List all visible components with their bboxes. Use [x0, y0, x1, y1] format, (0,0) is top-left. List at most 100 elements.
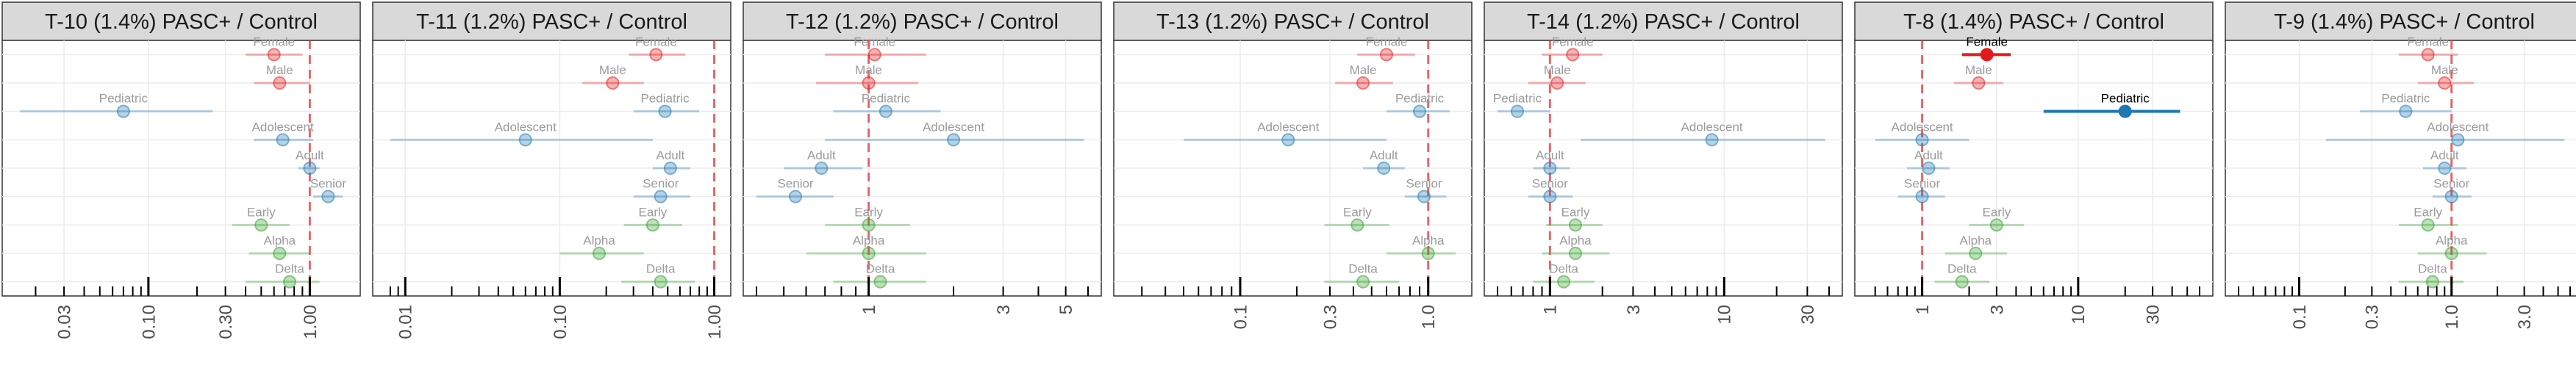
point-label-adolescent: Adolescent: [1681, 120, 1743, 134]
point-label-senior: Senior: [310, 177, 346, 191]
point-male: [606, 76, 620, 90]
point-senior: [654, 189, 668, 203]
point-label-senior: Senior: [1406, 177, 1442, 191]
point-pediatric: [879, 104, 892, 118]
point-senior: [1543, 189, 1557, 203]
point-senior: [789, 189, 803, 203]
tick-label: 1.00: [301, 305, 321, 339]
point-senior: [321, 189, 335, 203]
point-label-pediatric: Pediatric: [862, 92, 911, 106]
point-label-early: Early: [1561, 205, 1590, 219]
point-pediatric: [2118, 104, 2132, 118]
point-delta: [282, 275, 296, 289]
point-delta: [1955, 275, 1969, 289]
point-adolescent: [1915, 133, 1929, 147]
tick-label: 3: [994, 305, 1014, 314]
point-alpha: [862, 247, 876, 260]
point-male: [1356, 76, 1370, 90]
point-label-pediatric: Pediatric: [99, 92, 149, 106]
tick-label: 3: [1624, 305, 1644, 314]
point-label-pediatric: Pediatric: [640, 92, 690, 106]
panel-title: T-12 (1.2%) PASC+ / Control: [786, 10, 1059, 34]
point-label-pediatric: Pediatric: [2101, 92, 2150, 106]
tick-label: 10: [1715, 305, 1735, 325]
point-label-senior: Senior: [643, 177, 679, 191]
point-female: [867, 48, 881, 62]
point-adult: [1543, 162, 1557, 175]
point-label-male: Male: [266, 63, 293, 77]
point-alpha: [1568, 247, 1582, 260]
point-label-early: Early: [1983, 205, 2011, 219]
point-male: [1550, 76, 1564, 90]
point-label-adult: Adult: [807, 148, 836, 162]
point-label-female: Female: [2407, 35, 2449, 48]
point-label-alpha: Alpha: [1412, 234, 1445, 247]
point-adolescent: [1705, 133, 1719, 147]
point-label-early: Early: [854, 205, 883, 219]
panel-title: T-14 (1.2%) PASC+ / Control: [1527, 10, 1800, 34]
point-pediatric: [1511, 104, 1525, 118]
panel-title: T-13 (1.2%) PASC+ / Control: [1156, 10, 1429, 34]
point-label-senior: Senior: [2433, 177, 2469, 191]
point-adolescent: [2451, 133, 2465, 147]
point-early: [2421, 218, 2435, 232]
point-adult: [1922, 162, 1936, 175]
point-label-senior: Senior: [1532, 177, 1568, 191]
panel-title: T-8 (1.4%) PASC+ / Control: [1903, 10, 2164, 34]
point-adult: [663, 162, 677, 175]
point-early: [254, 218, 268, 232]
tick-label: 3.0: [2515, 305, 2535, 329]
point-female: [1379, 48, 1393, 62]
point-early: [645, 218, 659, 232]
point-alpha: [1969, 247, 1983, 260]
tick-label: 1: [1541, 305, 1561, 314]
point-adult: [2438, 162, 2452, 175]
point-delta: [1356, 275, 1370, 289]
point-senior: [1915, 189, 1929, 203]
point-adolescent: [518, 133, 532, 147]
tick-label: 0.1: [2290, 305, 2310, 329]
tick-label: 0.03: [54, 305, 74, 339]
point-male: [862, 76, 876, 90]
point-pediatric: [2399, 104, 2413, 118]
point-pediatric: [658, 104, 672, 118]
tick-label: 3: [1987, 305, 2007, 314]
point-alpha: [1421, 247, 1435, 260]
point-label-senior: Senior: [777, 177, 813, 191]
point-label-adult: Adult: [1370, 148, 1398, 162]
point-label-adolescent: Adolescent: [1257, 120, 1319, 134]
point-label-female: Female: [854, 35, 895, 48]
point-adult: [815, 162, 829, 175]
point-delta: [654, 275, 668, 289]
point-label-pediatric: Pediatric: [2381, 92, 2430, 106]
point-label-male: Male: [2431, 63, 2458, 77]
tick-label: 1: [1913, 305, 1933, 314]
point-label-female: Female: [1966, 35, 2008, 48]
point-label-adult: Adult: [2430, 148, 2459, 162]
point-label-alpha: Alpha: [1960, 234, 1992, 247]
point-label-adolescent: Adolescent: [252, 120, 314, 134]
point-label-delta: Delta: [275, 262, 304, 276]
tick-label: 0.10: [551, 305, 570, 339]
tick-label: 0.10: [139, 305, 159, 339]
tick-label: 0.30: [216, 305, 236, 339]
point-adolescent: [947, 133, 961, 147]
tick-label: 1: [859, 305, 879, 314]
point-label-delta: Delta: [1348, 262, 1378, 276]
point-delta: [2425, 275, 2439, 289]
point-male: [2438, 76, 2452, 90]
panel-title: T-9 (1.4%) PASC+ / Control: [2274, 10, 2535, 34]
point-early: [862, 218, 876, 232]
point-pediatric: [1413, 104, 1427, 118]
point-label-female: Female: [1366, 35, 1408, 48]
point-label-female: Female: [1552, 35, 1594, 48]
point-pediatric: [116, 104, 130, 118]
point-label-delta: Delta: [646, 262, 676, 276]
point-label-adult: Adult: [1536, 148, 1564, 162]
point-label-delta: Delta: [1549, 262, 1578, 276]
tick-label: 10: [2069, 305, 2089, 325]
point-senior: [1417, 189, 1431, 203]
